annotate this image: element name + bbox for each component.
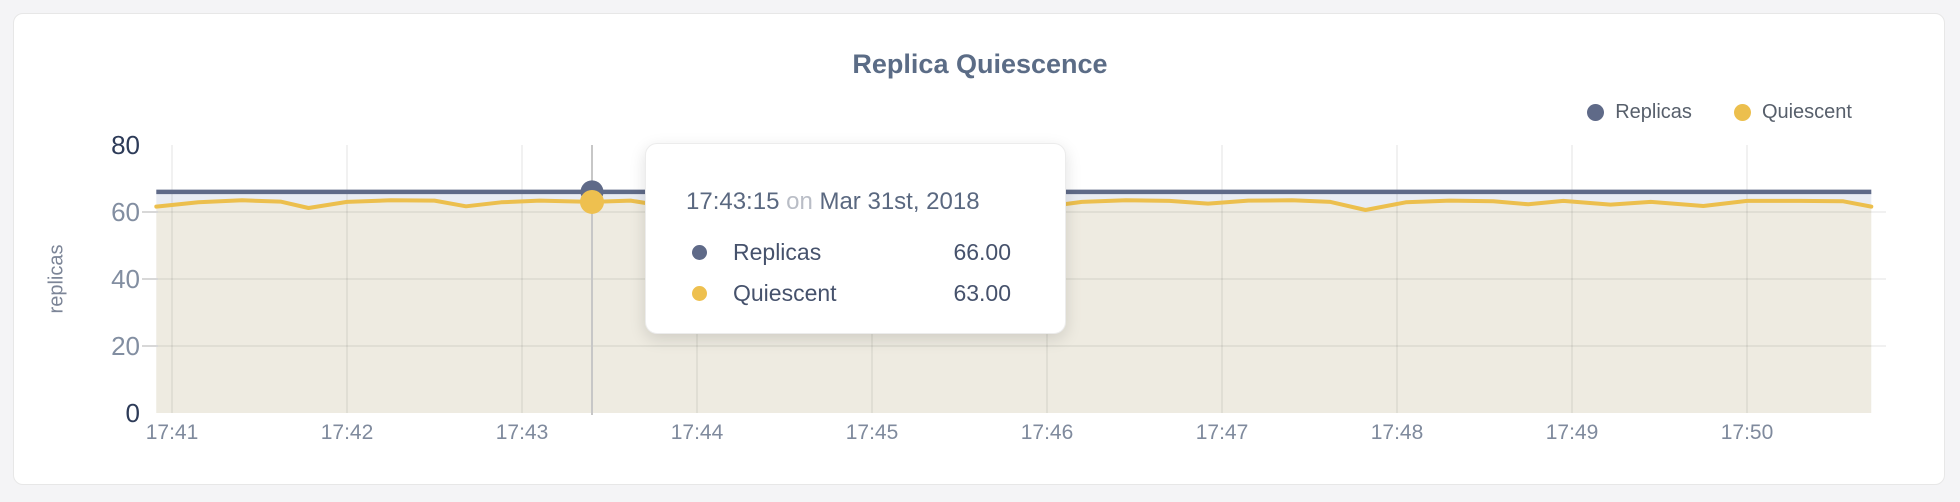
legend-label-quiescent: Quiescent xyxy=(1761,101,1852,123)
legend-label-replicas: Replicas xyxy=(1615,101,1692,123)
tooltip-header: 17:43:15 on Mar 31st, 2018 xyxy=(686,188,1025,216)
y-tick-label: 40 xyxy=(111,264,140,294)
x-tick-label: 17:50 xyxy=(1720,421,1774,444)
chart-title: Replica Quiescence xyxy=(852,49,1108,79)
tooltip-row-quiescent: Quiescent 63.00 xyxy=(686,273,1025,314)
tooltip-series-value: 66.00 xyxy=(953,239,1011,265)
legend-dot-replicas-icon xyxy=(1587,104,1605,121)
legend: Replicas Quiescent xyxy=(1587,101,1852,124)
y-tick-label: 60 xyxy=(111,197,140,227)
x-tick-label: 17:45 xyxy=(845,421,899,444)
x-tick-label: 17:48 xyxy=(1370,421,1424,444)
tooltip-row-replicas: Replicas 66.00 xyxy=(686,232,1025,273)
y-tick-label: 80 xyxy=(111,130,140,160)
tooltip-series-name: Replicas xyxy=(733,239,822,265)
tooltip-date: Mar 31st, 2018 xyxy=(819,188,980,215)
x-tick-label: 17:44 xyxy=(670,421,724,444)
y-tick-label: 20 xyxy=(111,331,140,361)
legend-item-replicas[interactable]: Replicas xyxy=(1587,101,1692,124)
x-tick-label: 17:47 xyxy=(1195,421,1249,444)
legend-dot-quiescent-icon xyxy=(1733,104,1751,121)
x-tick-label: 17:42 xyxy=(320,421,374,444)
tooltip-dot-quiescent-icon xyxy=(692,286,707,301)
x-tick-label: 17:43 xyxy=(495,421,549,444)
y-tick-label: 0 xyxy=(125,398,140,428)
tooltip-on-word: on xyxy=(786,188,813,215)
x-tick-label: 17:46 xyxy=(1020,421,1074,444)
hover-dot-quiescent xyxy=(580,189,604,214)
tooltip-series-name: Quiescent xyxy=(733,280,837,306)
legend-item-quiescent[interactable]: Quiescent xyxy=(1733,101,1852,124)
tooltip-series-value: 63.00 xyxy=(953,280,1011,306)
x-tick-label: 17:41 xyxy=(145,421,199,444)
hover-tooltip: 17:43:15 on Mar 31st, 2018 Replicas 66.0… xyxy=(645,143,1066,334)
tooltip-dot-replicas-icon xyxy=(692,245,707,260)
tooltip-time: 17:43:15 xyxy=(686,188,780,215)
x-tick-label: 17:49 xyxy=(1545,421,1599,444)
